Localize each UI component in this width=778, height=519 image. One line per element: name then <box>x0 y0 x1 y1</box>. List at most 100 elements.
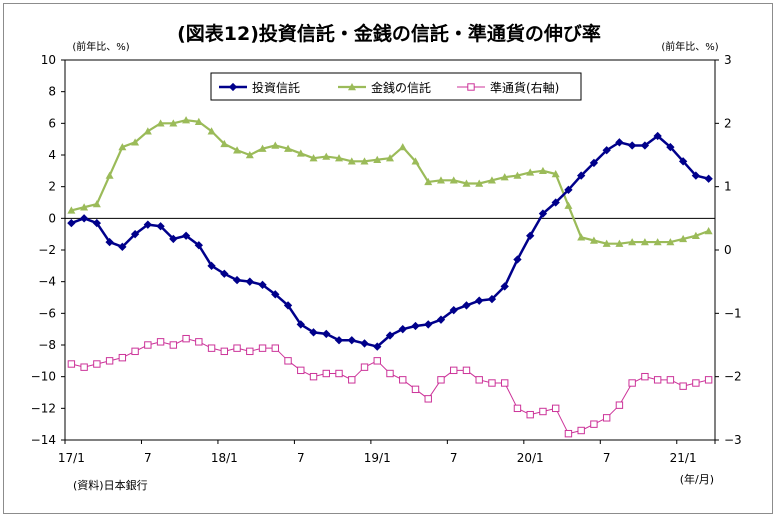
data-point <box>589 158 599 168</box>
plot-area <box>64 59 716 441</box>
data-point <box>399 376 407 384</box>
x-axis-tick-label: 18/1 <box>211 451 238 465</box>
data-point <box>386 154 394 162</box>
data-point <box>309 328 318 337</box>
left-axis-tick-label: 8 <box>48 85 56 99</box>
data-point <box>258 344 267 352</box>
data-point <box>424 320 433 329</box>
data-point <box>615 138 624 147</box>
data-point <box>615 401 624 409</box>
left-axis-tick-label: −2 <box>38 243 56 257</box>
data-point <box>590 420 598 428</box>
right-axis-tick-label: 0 <box>724 243 732 257</box>
data-point <box>679 382 687 390</box>
data-point <box>143 220 153 229</box>
data-point <box>411 157 420 165</box>
data-point <box>130 230 140 239</box>
data-point <box>411 321 420 331</box>
data-point <box>641 372 649 381</box>
data-point <box>462 301 471 310</box>
data-point <box>398 143 407 151</box>
x-axis-tick-label: 7 <box>603 451 611 465</box>
data-point <box>79 214 89 223</box>
right-axis-tick-label: 2 <box>724 116 732 130</box>
data-point <box>704 376 713 384</box>
right-axis-tick-label: −3 <box>724 433 742 447</box>
x-axis-tick-label: 19/1 <box>364 451 391 465</box>
data-point <box>194 241 203 250</box>
data-point <box>118 353 127 362</box>
data-point <box>309 154 318 162</box>
data-point <box>271 141 280 149</box>
x-axis-tick-label: 20/1 <box>517 451 544 465</box>
left-axis-tick-label: 4 <box>48 148 56 162</box>
x-axis-tick-label: 7 <box>450 451 458 465</box>
legend-swatch-marker <box>228 82 238 92</box>
data-point <box>322 329 331 339</box>
data-point <box>475 376 483 384</box>
left-axis-tick-label: 6 <box>48 116 56 130</box>
data-point <box>156 119 165 127</box>
legend: 投資信託 金銭の信託 準通貨(右軸) <box>210 72 582 101</box>
data-point <box>92 200 101 208</box>
series-line <box>71 119 710 245</box>
data-point <box>475 296 484 305</box>
data-point <box>551 404 560 413</box>
data-point <box>105 357 114 365</box>
data-point <box>424 177 433 186</box>
right-axis-tick-label: 3 <box>724 53 732 67</box>
data-point <box>309 372 318 381</box>
data-point <box>92 218 102 228</box>
data-point <box>271 290 280 299</box>
left-axis-tick-label: −12 <box>31 401 56 415</box>
data-point <box>348 376 356 384</box>
data-point <box>233 344 241 352</box>
data-point <box>105 171 114 179</box>
data-point <box>360 157 369 165</box>
data-point <box>449 176 458 184</box>
data-point <box>143 127 152 135</box>
x-axis-unit: (年/月) <box>680 472 714 486</box>
data-point <box>105 237 114 247</box>
right-axis-tick-label: 1 <box>724 180 732 194</box>
data-point <box>679 234 688 243</box>
data-point <box>169 119 178 127</box>
data-point <box>526 410 534 419</box>
data-point <box>653 131 662 141</box>
data-point <box>373 342 382 351</box>
data-point <box>704 174 713 183</box>
data-point <box>513 255 522 264</box>
data-point <box>551 198 560 207</box>
data-point <box>411 385 420 394</box>
data-point <box>118 242 127 251</box>
data-point <box>692 379 700 387</box>
x-axis-tick-label: 17/1 <box>58 451 85 465</box>
left-axis-tick-label: −10 <box>31 370 56 384</box>
legend-swatch-marker <box>348 83 356 91</box>
data-point <box>628 238 637 246</box>
data-point <box>551 170 560 178</box>
data-point <box>436 176 445 184</box>
data-point <box>602 239 611 247</box>
left-axis-tick-label: −4 <box>38 275 56 289</box>
data-point <box>513 171 522 179</box>
data-point <box>653 376 662 384</box>
data-point <box>704 227 713 235</box>
data-point <box>487 294 497 304</box>
data-point <box>131 138 140 146</box>
data-point <box>437 376 445 384</box>
data-point <box>232 275 242 285</box>
data-point <box>602 414 611 422</box>
left-axis-tick-label: −8 <box>38 338 56 352</box>
data-point <box>628 379 636 387</box>
data-point <box>245 151 254 159</box>
left-axis-tick-label: 0 <box>48 211 56 225</box>
data-point <box>220 139 229 148</box>
data-point <box>627 141 637 150</box>
data-point <box>67 218 76 228</box>
left-axis-tick-label: 10 <box>41 53 56 67</box>
data-point <box>220 269 229 278</box>
data-point <box>462 366 471 375</box>
data-point <box>297 366 305 375</box>
data-point <box>169 341 178 349</box>
